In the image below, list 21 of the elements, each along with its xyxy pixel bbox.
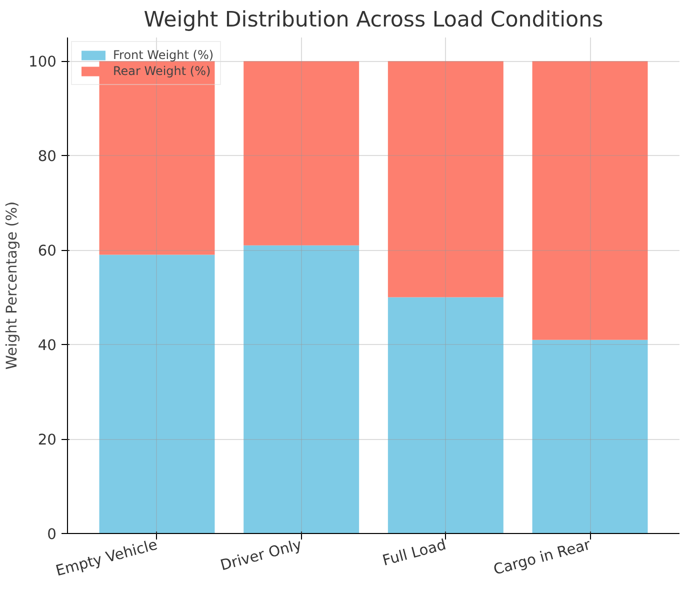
bar [532,61,648,340]
chart-title: Weight Distribution Across Load Conditions [144,8,604,32]
bar [244,61,360,246]
x-tick-label: Cargo in Rear [492,536,594,578]
x-tick-label: Full Load [380,536,448,570]
y-tick-label: 40 [38,337,57,354]
x-tick-label: Empty Vehicle [54,536,160,580]
y-tick-label: 20 [38,432,57,449]
bar [99,254,215,534]
legend-label: Rear Weight (%) [113,64,211,78]
legend-label: Front Weight (%) [113,48,214,62]
bar [388,297,504,534]
bar [532,340,648,534]
x-tick-label: Driver Only [218,536,304,574]
y-tick-label: 0 [47,526,57,543]
y-tick-label: 60 [38,242,57,260]
bar [388,61,504,298]
y-axis-title: Weight Percentage (%) [4,201,21,370]
y-tick-label: 100 [28,54,57,71]
bar [244,245,360,534]
y-tick-label: 80 [38,148,57,166]
